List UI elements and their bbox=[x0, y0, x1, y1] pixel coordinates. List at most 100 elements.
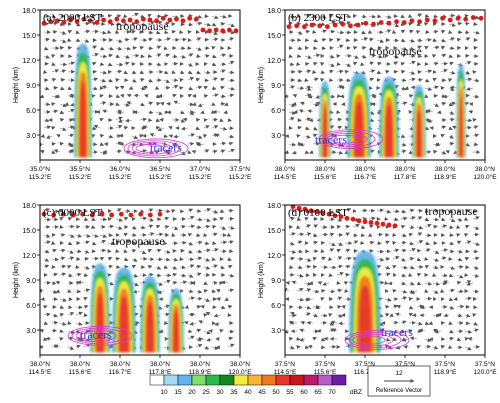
wind-arrow bbox=[147, 21, 155, 25]
wind-arrow bbox=[195, 47, 202, 51]
tropopause-label: tropopause bbox=[116, 19, 169, 33]
wind-arrow bbox=[187, 53, 194, 58]
reference-vector-value: 12 bbox=[395, 370, 403, 377]
legend-level-label: 35 bbox=[230, 389, 238, 396]
tropopause-dot bbox=[440, 15, 445, 21]
y-tick-label: 18.0 bbox=[267, 8, 281, 15]
y-axis-label: Height (km) bbox=[258, 262, 265, 298]
wind-arrow bbox=[227, 148, 235, 153]
wind-arrow bbox=[43, 217, 52, 222]
wind-arrow bbox=[384, 69, 390, 74]
tropopause-dot bbox=[325, 24, 330, 30]
x-tick-label-lon: 118.9°E bbox=[434, 173, 457, 181]
tropopause-dot bbox=[378, 20, 384, 25]
convection-core-layer bbox=[385, 104, 393, 158]
wind-arrow bbox=[93, 124, 101, 129]
wind-arrow bbox=[115, 94, 121, 99]
wind-arrow bbox=[296, 125, 302, 130]
y-tick-label: 12.0 bbox=[267, 58, 281, 65]
wind-arrow bbox=[427, 118, 434, 123]
wind-arrow bbox=[123, 232, 129, 237]
wind-arrow bbox=[187, 86, 194, 91]
y-axis-label: Height (km) bbox=[258, 67, 265, 103]
wind-arrow bbox=[179, 78, 184, 82]
wind-arrow bbox=[67, 15, 75, 19]
tropopause-label: tropopause bbox=[112, 234, 165, 248]
wind-arrow bbox=[211, 37, 219, 42]
wind-arrow bbox=[187, 133, 196, 138]
wind-arrow bbox=[168, 126, 173, 130]
wind-arrow bbox=[75, 224, 81, 229]
wind-arrow bbox=[203, 37, 210, 42]
wind-arrow bbox=[432, 45, 440, 50]
wind-arrow bbox=[195, 85, 203, 90]
wind-arrow bbox=[448, 134, 454, 139]
wind-arrow bbox=[352, 55, 359, 59]
wind-arrow bbox=[90, 225, 96, 229]
wind-arrow bbox=[468, 109, 474, 114]
convection-core-layer bbox=[119, 296, 129, 353]
wind-arrow bbox=[472, 142, 479, 147]
wind-arrow bbox=[126, 101, 133, 105]
wind-arrow bbox=[115, 62, 124, 67]
wind-arrow bbox=[67, 209, 75, 214]
wind-arrow bbox=[400, 69, 406, 74]
wind-arrow bbox=[440, 150, 447, 155]
wind-arrow bbox=[179, 118, 186, 123]
y-tick-label: 18.0 bbox=[22, 203, 36, 210]
y-tick-label: 12.0 bbox=[22, 253, 36, 260]
convection-core-layer bbox=[79, 82, 87, 158]
wind-arrow bbox=[83, 21, 91, 26]
wind-arrow bbox=[147, 46, 154, 51]
tracer-contour bbox=[326, 132, 368, 146]
wind-arrow bbox=[202, 134, 208, 138]
wind-arrow bbox=[328, 69, 334, 74]
wind-arrow bbox=[179, 224, 186, 229]
wind-arrow bbox=[296, 46, 303, 51]
wind-arrow bbox=[296, 69, 303, 74]
wind-arrow bbox=[43, 54, 51, 59]
wind-arrow bbox=[292, 150, 298, 155]
wind-arrow bbox=[392, 61, 399, 66]
legend-swatch bbox=[205, 374, 221, 386]
y-tick-label: 6.0 bbox=[26, 303, 36, 310]
wind-arrow bbox=[416, 22, 422, 26]
wind-arrow bbox=[43, 234, 51, 238]
wind-arrow bbox=[344, 21, 351, 26]
wind-arrow bbox=[360, 54, 367, 59]
y-axis-label: Height (km) bbox=[13, 67, 20, 103]
wind-arrow bbox=[227, 70, 235, 75]
wind-arrow bbox=[472, 45, 478, 50]
wind-arrow bbox=[203, 149, 210, 153]
wind-arrow bbox=[67, 38, 72, 42]
y-tick-label: 15.0 bbox=[22, 33, 36, 40]
wind-arrow bbox=[114, 86, 120, 91]
x-tick-label-lon: 115.6°E bbox=[314, 173, 337, 181]
tropopause-dot bbox=[386, 20, 392, 26]
wind-arrow bbox=[336, 62, 341, 66]
wind-arrow bbox=[340, 85, 346, 90]
wind-arrow bbox=[288, 142, 297, 147]
wind-arrow bbox=[107, 224, 115, 229]
wind-arrow bbox=[163, 21, 170, 26]
wind-arrow bbox=[123, 46, 132, 51]
legend-swatch bbox=[191, 374, 207, 386]
wind-arrow bbox=[166, 110, 173, 115]
wind-arrow bbox=[123, 125, 129, 130]
legend-level-label: 65 bbox=[314, 389, 322, 396]
wind-arrow bbox=[139, 70, 145, 75]
wind-arrow bbox=[59, 22, 65, 27]
wind-arrow bbox=[195, 37, 202, 42]
wind-arrow bbox=[211, 117, 218, 122]
wind-arrow bbox=[118, 118, 125, 123]
wind-arrow bbox=[456, 37, 462, 42]
wind-arrow bbox=[67, 86, 73, 91]
wind-arrow bbox=[391, 29, 397, 34]
wind-arrow bbox=[154, 85, 160, 90]
wind-arrow bbox=[408, 46, 415, 51]
y-tick-label: 3.0 bbox=[26, 133, 36, 140]
wind-arrow bbox=[131, 225, 137, 230]
wind-arrow bbox=[304, 126, 310, 131]
wind-arrow bbox=[147, 208, 154, 213]
